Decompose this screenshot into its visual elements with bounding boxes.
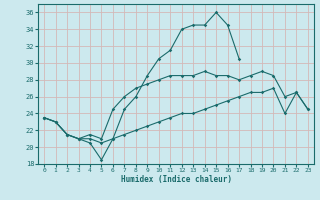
X-axis label: Humidex (Indice chaleur): Humidex (Indice chaleur)	[121, 175, 231, 184]
